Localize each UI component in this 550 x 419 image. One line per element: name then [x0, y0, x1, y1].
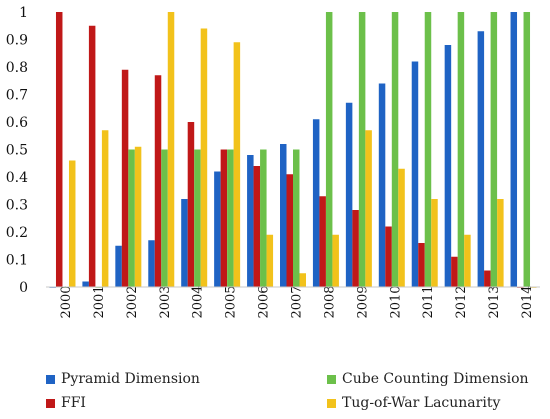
bar-pyramid-dimension-2013 — [477, 31, 485, 287]
bar-pyramid-dimension-2007 — [280, 144, 287, 287]
bar-ffi-2002 — [121, 69, 129, 287]
bar-pyramid-dimension-2008 — [312, 119, 320, 287]
x-tick-label: 2011 — [421, 285, 436, 318]
x-tick-label: 2009 — [355, 285, 370, 318]
x-tick-label: 2004 — [191, 285, 206, 318]
x-tick-label: 2013 — [487, 285, 502, 318]
bar-tug-of-war-lacunarity-2003 — [167, 12, 175, 287]
bar-cube-counting-dimension-2010 — [391, 12, 399, 287]
bar-ffi-2001 — [88, 25, 96, 287]
y-tick-label: 0.5 — [6, 143, 28, 159]
bar-tug-of-war-lacunarity-2007 — [299, 273, 306, 287]
legend-item-pyramid-dimension: Pyramid Dimension — [46, 371, 200, 387]
y-tick-label: 0.2 — [6, 225, 28, 241]
bar-tug-of-war-lacunarity-2011 — [431, 199, 438, 287]
legend-label: Cube Counting Dimension — [342, 371, 529, 387]
bar-tug-of-war-lacunarity-2001 — [101, 130, 109, 287]
legend-label: FFI — [61, 395, 86, 411]
bar-pyramid-dimension-2010 — [378, 83, 386, 287]
bar-ffi-2004 — [187, 122, 195, 287]
bar-tug-of-war-lacunarity-2009 — [365, 130, 372, 287]
bar-ffi-2010 — [385, 226, 392, 287]
bar-tug-of-war-lacunarity-2006 — [266, 234, 274, 287]
bar-pyramid-dimension-2011 — [411, 61, 419, 287]
bar-tug-of-war-lacunarity-2008 — [332, 234, 339, 287]
bar-cube-counting-dimension-2009 — [358, 12, 366, 287]
legend-item-cube-counting-dimension: Cube Counting Dimension — [327, 371, 529, 387]
legend-label: Pyramid Dimension — [61, 371, 200, 387]
y-tick-label: 0.6 — [6, 115, 28, 131]
bar-pyramid-dimension-2003 — [148, 240, 155, 287]
y-tick-label: 0.8 — [6, 60, 28, 76]
legend-label: Tug-of-War Lacunarity — [342, 395, 501, 411]
bar-pyramid-dimension-2006 — [247, 155, 254, 287]
legend-swatch-tug — [327, 398, 336, 408]
legend-item-ffi: FFI — [46, 395, 86, 411]
bar-cube-counting-dimension-2012 — [457, 12, 465, 287]
x-tick-label: 2001 — [92, 285, 107, 318]
bar-ffi-2008 — [319, 196, 326, 287]
x-tick-label: 2005 — [224, 285, 239, 318]
bar-pyramid-dimension-2005 — [214, 171, 221, 287]
y-tick-label: 1 — [19, 5, 28, 21]
x-tick-label: 2003 — [158, 285, 173, 318]
bar-ffi-2013 — [484, 270, 491, 287]
bar-ffi-2005 — [220, 149, 228, 287]
y-tick-label: 0.1 — [6, 253, 28, 269]
bar-pyramid-dimension-2009 — [345, 102, 353, 287]
legend-swatch-pyramid — [46, 374, 55, 384]
bar-cube-counting-dimension-2014 — [523, 12, 531, 287]
x-tick-label: 2002 — [125, 285, 140, 318]
bar-tug-of-war-lacunarity-2013 — [497, 199, 504, 287]
y-tick-label: 0.9 — [6, 33, 28, 49]
bar-cube-counting-dimension-2011 — [424, 12, 432, 287]
bar-chart: 0 0.1 0.2 0.3 0.4 0.5 0.6 0.7 0.8 0.9 1 2000 2001 200… — [6, 5, 540, 319]
bar-cube-counting-dimension-2005 — [227, 149, 234, 287]
bar-cube-counting-dimension-2013 — [490, 12, 498, 287]
bar-ffi-2000 — [55, 12, 63, 287]
legend-swatch-ffi — [46, 398, 55, 408]
bar-tug-of-war-lacunarity-2010 — [398, 168, 405, 287]
x-tick-label: 2006 — [257, 285, 272, 318]
bar-ffi-2006 — [253, 166, 261, 287]
bar-cube-counting-dimension-2002 — [128, 149, 135, 287]
bar-tug-of-war-lacunarity-2002 — [134, 146, 142, 287]
bar-tug-of-war-lacunarity-2012 — [464, 234, 471, 287]
bar-pyramid-dimension-2001 — [82, 281, 89, 287]
bar-ffi-2009 — [352, 210, 359, 287]
bar-tug-of-war-lacunarity-2000 — [68, 160, 76, 287]
bar-pyramid-dimension-2014 — [510, 12, 518, 287]
x-tick-label: 2014 — [520, 285, 535, 318]
y-tick-label: 0.4 — [6, 170, 28, 186]
y-tick-label: 0.7 — [6, 88, 28, 104]
y-tick-label: 0 — [19, 280, 28, 296]
x-tick-label: 2008 — [322, 285, 337, 318]
y-tick-label: 0.3 — [6, 198, 28, 214]
bar-cube-counting-dimension-2004 — [194, 149, 201, 287]
bar-ffi-2011 — [418, 243, 425, 287]
bar-cube-counting-dimension-2007 — [293, 149, 300, 287]
bar-tug-of-war-lacunarity-2004 — [200, 28, 208, 287]
bar-cube-counting-dimension-2008 — [325, 12, 333, 287]
legend-swatch-cube — [327, 374, 336, 384]
x-tick-label: 2012 — [454, 285, 469, 318]
bar-ffi-2007 — [286, 174, 293, 287]
x-tick-label: 2007 — [290, 285, 305, 318]
bar-cube-counting-dimension-2006 — [260, 149, 267, 287]
bar-cube-counting-dimension-2003 — [161, 149, 168, 287]
bar-ffi-2012 — [451, 256, 458, 287]
x-tick-label: 2000 — [59, 285, 74, 318]
bar-pyramid-dimension-2002 — [115, 245, 122, 287]
legend-item-tug-of-war-lacunarity: Tug-of-War Lacunarity — [327, 395, 500, 411]
x-tick-label: 2010 — [388, 285, 403, 318]
bar-tug-of-war-lacunarity-2005 — [233, 42, 241, 287]
bar-ffi-2003 — [154, 75, 162, 287]
bar-pyramid-dimension-2012 — [444, 45, 452, 287]
bar-pyramid-dimension-2004 — [181, 199, 188, 287]
